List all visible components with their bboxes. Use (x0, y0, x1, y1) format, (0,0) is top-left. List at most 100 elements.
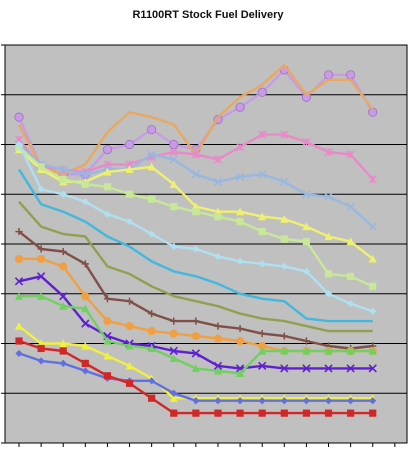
data-point (258, 130, 267, 139)
data-point (37, 344, 45, 353)
data-point (37, 245, 45, 253)
data-point (103, 167, 112, 176)
data-point (346, 364, 355, 373)
data-point (59, 302, 68, 310)
data-point (125, 165, 134, 173)
data-point (103, 336, 112, 345)
data-point (191, 349, 201, 358)
data-point (369, 397, 377, 405)
data-point (147, 326, 156, 336)
data-point (302, 364, 311, 373)
data-point (103, 210, 112, 218)
data-point (302, 137, 311, 147)
data-point (280, 262, 288, 270)
series-line-8 (17, 168, 373, 323)
data-point (214, 409, 222, 417)
data-point (324, 290, 333, 298)
data-point (191, 364, 200, 372)
data-point (37, 185, 45, 193)
data-point (191, 331, 200, 341)
data-point (148, 230, 156, 238)
data-point (37, 292, 46, 300)
data-point (81, 367, 89, 375)
data-point (323, 70, 334, 80)
data-point (59, 347, 67, 355)
data-point (125, 379, 134, 387)
data-point (15, 227, 23, 236)
data-point (192, 317, 200, 325)
data-point (236, 397, 244, 405)
data-point (346, 346, 355, 355)
data-point (280, 332, 288, 340)
data-point (125, 341, 134, 350)
data-point (346, 237, 355, 246)
data-point (214, 252, 222, 261)
data-point (147, 124, 157, 135)
data-point (369, 282, 377, 290)
chart-title: R1100RT Stock Fuel Delivery (132, 9, 284, 21)
data-point (125, 190, 134, 198)
data-point (170, 409, 178, 417)
data-point (235, 336, 245, 346)
data-point (81, 292, 90, 301)
data-point (235, 207, 245, 216)
data-point (14, 321, 24, 330)
data-point (258, 170, 267, 179)
data-point (59, 262, 68, 271)
data-point (59, 247, 67, 256)
data-point (347, 397, 355, 405)
data-point (368, 364, 377, 373)
data-point (147, 344, 156, 353)
data-point (368, 254, 377, 263)
data-point (81, 359, 89, 367)
data-point (235, 369, 245, 377)
data-point (280, 364, 289, 373)
data-point (125, 218, 134, 226)
data-point (213, 334, 223, 343)
data-point (81, 319, 90, 328)
data-point (170, 389, 178, 397)
data-point (192, 409, 200, 417)
data-point (346, 150, 355, 159)
data-point (258, 346, 267, 355)
data-point (213, 177, 223, 186)
data-point (346, 70, 356, 80)
data-point (324, 346, 333, 355)
data-point (214, 397, 222, 405)
data-point (236, 257, 244, 266)
data-point (324, 364, 333, 373)
data-point (369, 409, 377, 417)
data-point (15, 349, 23, 358)
data-point (368, 222, 377, 231)
data-point (59, 190, 67, 198)
data-point (258, 260, 266, 268)
data-point (36, 272, 46, 281)
data-point (191, 150, 200, 159)
data-point (14, 277, 24, 286)
data-point (324, 270, 333, 278)
data-point (302, 267, 311, 275)
data-point (148, 394, 156, 402)
data-point (81, 341, 90, 350)
data-point (302, 190, 311, 199)
data-point (236, 218, 244, 226)
data-point (369, 307, 377, 315)
data-point (258, 361, 267, 371)
data-point (15, 337, 23, 345)
data-point (347, 409, 355, 417)
data-point (235, 172, 245, 182)
data-point (170, 317, 178, 325)
data-point (235, 142, 245, 152)
data-point (280, 346, 289, 355)
data-point (192, 397, 200, 405)
data-point (81, 260, 89, 268)
data-point (124, 139, 135, 150)
data-point (213, 155, 223, 164)
data-point (59, 359, 67, 367)
data-point (37, 163, 45, 171)
data-point (213, 361, 223, 371)
data-point (280, 409, 288, 417)
data-point (302, 222, 311, 231)
data-point (14, 254, 24, 264)
